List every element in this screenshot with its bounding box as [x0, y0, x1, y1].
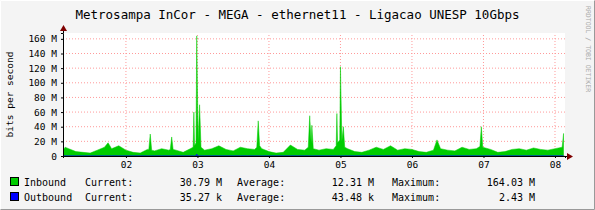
stat-value: 30.79 M: [180, 177, 222, 188]
y-tick: 0: [51, 151, 63, 162]
y-tick: 40 M: [34, 121, 63, 132]
y-tick-label: 20 M: [34, 136, 57, 147]
y-tick-label: 80 M: [34, 92, 57, 103]
legend-swatch: [11, 178, 19, 186]
stat-label: Maximum:: [392, 192, 440, 203]
legend-label: Inbound: [24, 177, 66, 188]
x-axis-line: [64, 157, 566, 159]
y-axis-line: [61, 34, 64, 157]
x-tick: 06: [407, 156, 419, 170]
y-grid-line: [63, 53, 565, 54]
title: Metrosampa InCor - MEGA - ethernet11 - L…: [75, 7, 519, 22]
y-axis-arrow: [60, 25, 67, 31]
y-tick-mark: [61, 39, 63, 40]
background: [0, 0, 595, 210]
stat-value: 2.43 M: [499, 192, 535, 203]
annotation: RRDTOOL / TOBI OETIKER: [584, 6, 592, 92]
y-tick-label: 100 M: [28, 77, 57, 88]
legend-swatch: [11, 193, 19, 201]
stat-label: Average:: [237, 177, 285, 188]
y-tick-mark: [61, 54, 63, 55]
stat-value: 12.31 M: [332, 177, 374, 188]
x-tick-mark: [126, 156, 127, 158]
stat-value: 164.03 M: [487, 177, 535, 188]
stat-label: Current:: [85, 177, 133, 188]
y-tick-label: 160 M: [28, 33, 57, 44]
y-tick-mark: [61, 83, 63, 84]
x-grid-line: [411, 33, 412, 156]
x-grid-line: [554, 33, 555, 156]
plot-area: [63, 36, 564, 156]
x-tick: 04: [264, 156, 276, 170]
stat-value: 35.27 k: [180, 192, 222, 203]
x-axis: 02 03 04 05 06 07 08: [64, 156, 566, 170]
x-tick: 08: [550, 156, 562, 170]
y-tick-mark: [61, 156, 63, 157]
y-grid-line: [63, 68, 565, 69]
y-tick: 60 M: [34, 107, 63, 118]
chart: Metrosampa InCor - MEGA - ethernet11 - L…: [0, 0, 595, 210]
plot-background: [63, 33, 565, 156]
x-tick-label: 05: [335, 159, 346, 170]
area: [63, 36, 564, 156]
y-tick-mark: [61, 127, 63, 128]
x-tick-label: 04: [264, 159, 276, 170]
x-tick-mark: [555, 156, 556, 158]
x-tick-mark: [412, 156, 413, 158]
x-grid-line: [268, 33, 269, 156]
frame-light: [1, 1, 595, 210]
y-tick-mark: [61, 112, 63, 113]
x-grid-line: [125, 33, 126, 156]
x-grid-line: [483, 33, 484, 156]
x-tick-label: 02: [121, 159, 132, 170]
y-grid-line: [63, 82, 565, 83]
x-tick-mark: [483, 156, 484, 158]
y-tick: 140 M: [28, 48, 63, 59]
x-tick-label: 06: [407, 159, 419, 170]
y-grid-line: [63, 38, 565, 39]
legend-label: Outbound: [24, 192, 72, 203]
grid: [63, 33, 565, 156]
y-tick-mark: [61, 141, 63, 142]
y-tick-label: 40 M: [34, 121, 57, 132]
x-tick: 03: [192, 156, 203, 170]
stat-value: 43.48 k: [332, 192, 374, 203]
y-tick-mark: [61, 68, 63, 69]
legend: Inbound Current: 30.79 M Average: 12.31 M Max…: [11, 177, 536, 203]
y-axis: 0 20 M 40 M 60 M 80 M 100 M 120 M 140 M 160 M: [28, 33, 63, 161]
y-tick-label: 140 M: [28, 48, 57, 59]
x-tick-label: 08: [550, 159, 562, 170]
x-tick-label: 03: [192, 159, 203, 170]
y-tick: 80 M: [34, 92, 63, 103]
stat-label: Maximum:: [392, 177, 440, 188]
stat-label: Current:: [85, 192, 133, 203]
y-tick-label: 0: [51, 151, 57, 162]
stat-label: Average:: [237, 192, 285, 203]
frame-dark: [1, 1, 595, 210]
x-tick: 07: [478, 156, 489, 170]
x-tick-mark: [197, 156, 198, 158]
y-axis-title: bits per second: [4, 52, 15, 138]
line: [63, 154, 564, 156]
y-grid-line: [63, 97, 565, 98]
x-tick-mark: [340, 156, 341, 158]
x-axis-arrow: [567, 153, 573, 160]
y-tick: 20 M: [34, 136, 63, 147]
y-tick: 100 M: [28, 77, 63, 88]
x-tick: 02: [121, 156, 132, 170]
x-tick-label: 07: [478, 159, 489, 170]
y-tick: 160 M: [28, 33, 63, 44]
x-tick: 05: [335, 156, 346, 170]
y-tick-label: 120 M: [28, 63, 57, 74]
y-tick-label: 60 M: [34, 107, 57, 118]
y-tick-mark: [61, 97, 63, 98]
y-grid-line: [63, 112, 565, 113]
x-tick-mark: [269, 156, 270, 158]
y-grid-line: [63, 141, 565, 142]
y-grid-line: [63, 126, 565, 127]
y-tick: 120 M: [28, 63, 63, 74]
